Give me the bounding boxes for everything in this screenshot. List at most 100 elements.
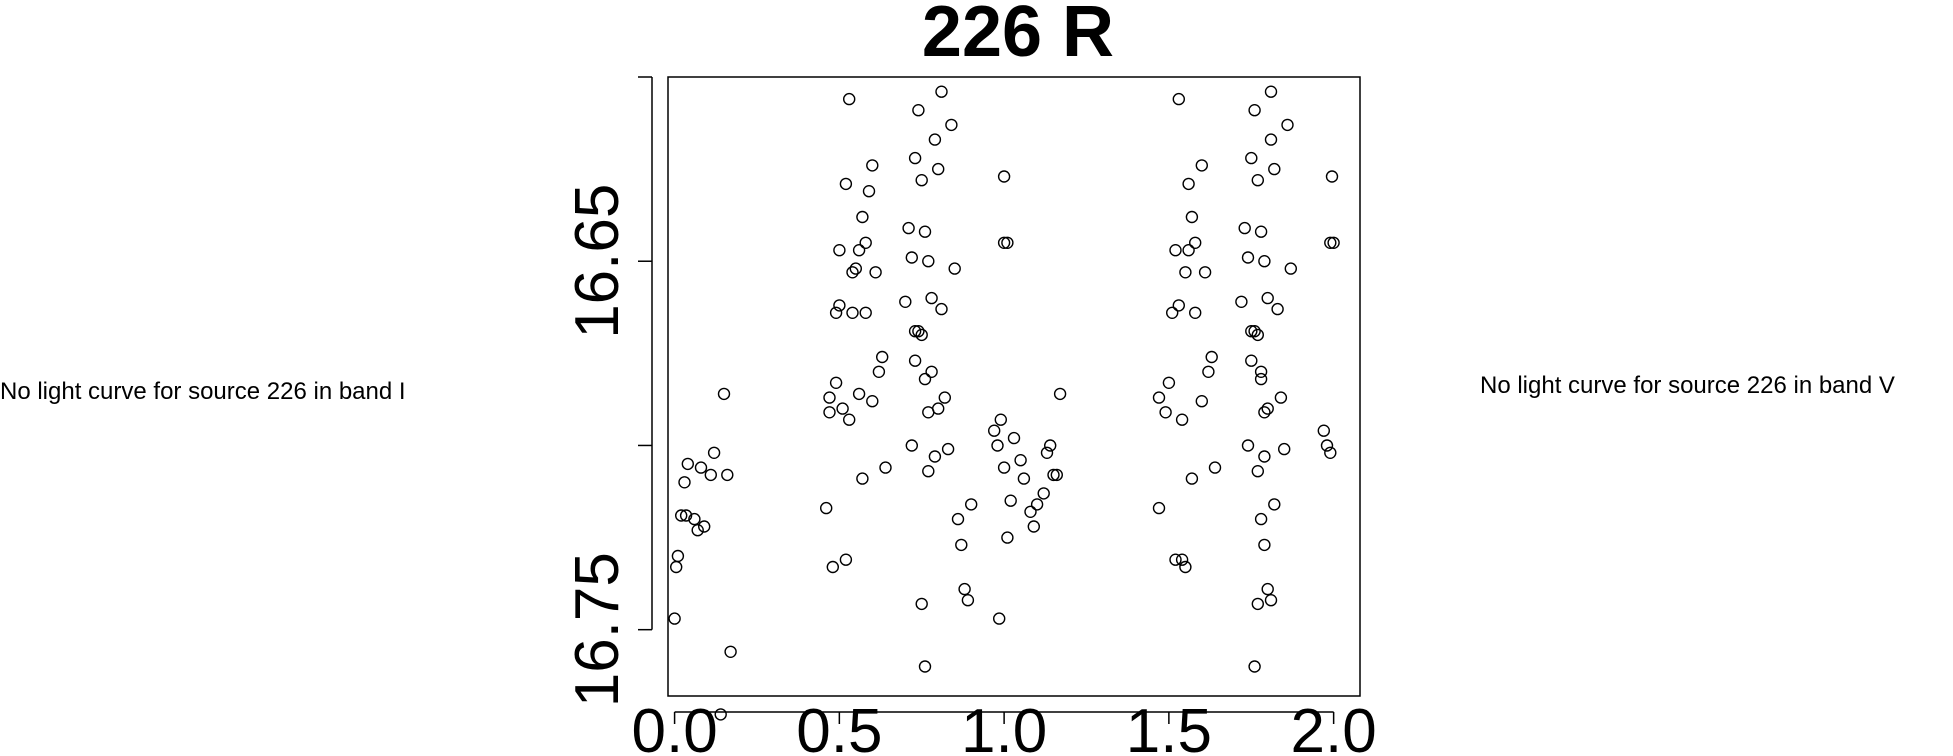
data-point [1169,243,1182,257]
data-point [1248,103,1261,117]
x-tick-label: 0.5 [796,697,882,756]
data-point [872,365,886,378]
data-point [905,439,918,452]
data-point [1040,446,1054,459]
data-point [1172,299,1186,312]
data-point [1172,92,1186,106]
data-point [935,85,948,98]
data-point [1264,133,1278,146]
data-point [1188,306,1202,319]
x-tick-label: 1.5 [1126,697,1212,756]
data-point [1254,365,1268,378]
data-point [915,328,928,342]
data-point [1182,177,1195,191]
data-point [1195,395,1209,408]
data-point [1235,295,1248,308]
data-point [1205,350,1218,364]
data-point [928,450,942,463]
data-point [1258,406,1271,419]
data-point [925,291,938,305]
data-point [958,582,971,596]
data-point [1198,266,1212,279]
data-point [866,395,879,408]
data-point [1241,439,1255,452]
data-point [997,236,1011,250]
data-point [707,446,721,459]
data-point [694,461,708,474]
data-point [1324,446,1337,459]
data-point [1274,391,1288,404]
data-point [922,406,935,419]
data-point [997,170,1011,183]
data-point [1277,442,1291,456]
data-point [899,295,912,308]
data-point [1258,255,1271,268]
data-point [994,413,1007,426]
no-light-curve-band-v-note: No light curve for source 226 in band V [1480,372,1895,399]
data-point [1179,560,1192,574]
data-point [1202,365,1215,378]
data-point [1238,221,1251,235]
data-point [991,439,1004,452]
data-point [1254,512,1268,526]
data-point [833,243,846,257]
data-point [993,612,1006,625]
no-light-curve-band-i-note: No light curve for source 226 in band I [0,378,406,405]
data-point [1258,538,1271,552]
data-point [908,325,922,338]
data-point [823,406,836,419]
data-point [1152,501,1166,515]
data-point [670,560,683,574]
data-point [928,133,942,146]
data-point [717,387,731,401]
data-point [1152,391,1166,404]
data-point [922,465,935,478]
data-point [1175,413,1189,426]
data-point [826,560,839,574]
data-point [823,391,836,404]
data-point [1284,262,1298,275]
data-point [671,549,685,563]
data-point [721,468,734,482]
data-point [681,457,694,471]
data-point [829,376,843,389]
y-axis: 16.65 16.75 [563,76,653,707]
data-point [724,645,737,658]
data-point [1317,424,1331,437]
data-point [1245,325,1258,338]
data-point [1001,531,1014,544]
data-point [1320,439,1334,452]
y-tick-label: 16.75 [563,552,632,707]
data-point [1179,266,1192,279]
data-point [1024,505,1037,518]
data-point [902,221,915,235]
data-point [876,350,889,364]
data-point [912,103,925,117]
data-point [908,151,922,165]
data-point [691,524,704,537]
data-point [1264,85,1278,98]
data-point [1245,151,1258,165]
data-point [843,92,856,106]
data-point [918,660,932,673]
data-point [1053,387,1067,401]
data-point [941,442,955,456]
data-point [925,365,938,378]
chart-title: 226 R [922,0,1114,72]
data-point [905,251,918,264]
data-point [1007,431,1021,445]
x-tick-label: 0.0 [631,697,717,756]
data-points [668,85,1340,721]
data-point [1268,162,1281,176]
data-point [856,472,869,485]
data-point [912,325,925,338]
data-point [869,266,882,279]
data-point [1251,173,1265,187]
data-point [961,594,975,607]
data-point [997,461,1011,474]
data-point [849,262,862,275]
data-point [1047,468,1060,482]
data-point [945,118,958,132]
data-point [1001,236,1014,250]
